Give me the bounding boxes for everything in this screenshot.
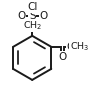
Text: S: S <box>29 11 36 21</box>
Text: O: O <box>39 11 47 21</box>
Text: Cl: Cl <box>27 2 37 12</box>
Text: CH$_2$: CH$_2$ <box>22 19 42 32</box>
Text: O: O <box>58 52 66 62</box>
Text: O: O <box>67 42 75 52</box>
Text: CH$_3$: CH$_3$ <box>70 41 89 53</box>
Text: O: O <box>17 11 25 21</box>
